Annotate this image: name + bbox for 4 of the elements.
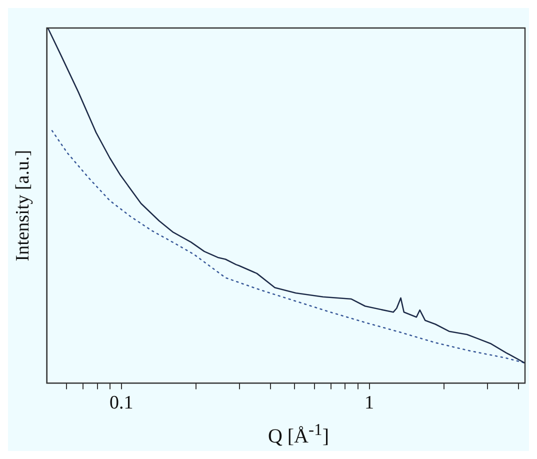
x-tick-label: 0.1 — [110, 392, 134, 414]
x-axis-title: Q [Å$^{-1}$] — [266, 420, 330, 449]
y-axis-title: Intensity [a.u.] — [12, 150, 34, 262]
x-tick-label: 1 — [364, 392, 374, 414]
